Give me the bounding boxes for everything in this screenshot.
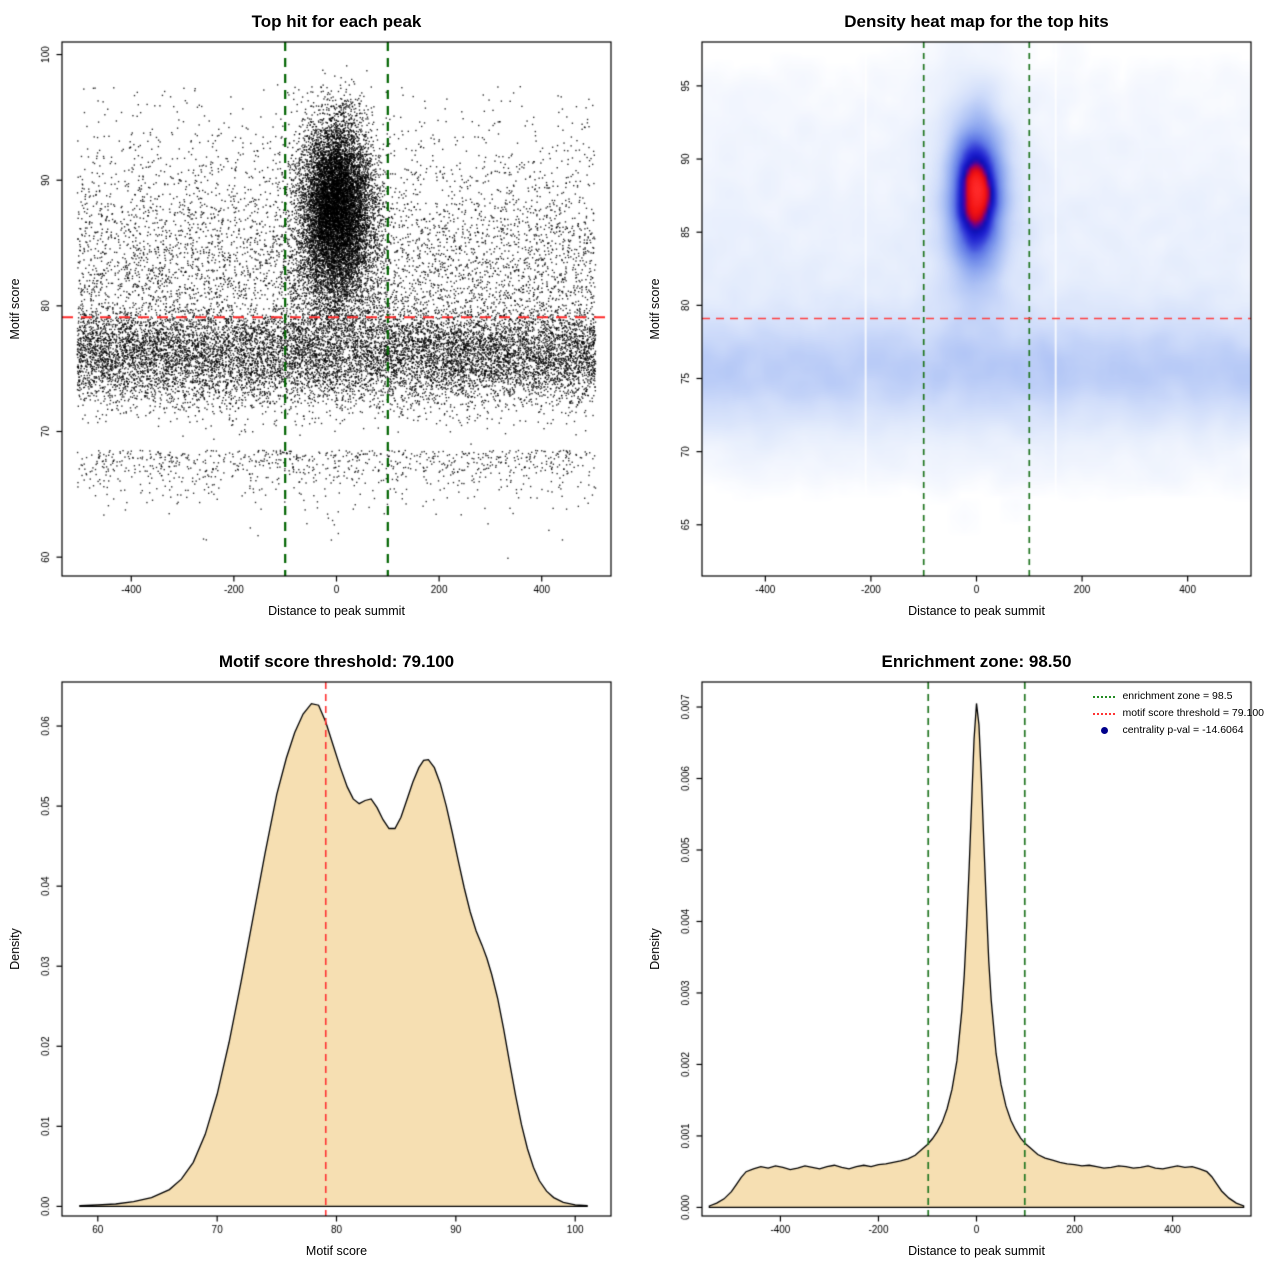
density-heatmap-plot [640, 0, 1280, 640]
panel-top-hit-scatter: Top hit for each peak Distance to peak s… [0, 0, 640, 640]
legend-label: centrality p-val = -14.6064 [1122, 724, 1244, 736]
blue-dot-icon [1100, 727, 1108, 734]
motif-score-density-plot [0, 640, 640, 1280]
enrichment-zone-density-plot [640, 640, 1280, 1280]
legend-item-motif-score-threshold: motif score threshold = 79.100 [1093, 707, 1264, 720]
panel-motif-score-density: Motif score threshold: 79.100 Motif scor… [0, 640, 640, 1280]
x-axis-label: Distance to peak summit [908, 1244, 1045, 1258]
chart-title: Density heat map for the top hits [844, 12, 1109, 31]
x-axis-label: Distance to peak summit [268, 604, 405, 618]
green-dotted-line-icon [1093, 695, 1116, 698]
legend-label: enrichment zone = 98.5 [1122, 690, 1233, 702]
y-axis-label: Density [8, 928, 22, 970]
x-axis-label: Motif score [305, 1244, 368, 1258]
plot-legend: enrichment zone = 98.5 motif score thres… [1093, 690, 1264, 741]
panel-enrichment-zone-density: Enrichment zone: 98.50 Distance to peak … [640, 640, 1280, 1280]
chart-title: Motif score threshold: 79.100 [218, 652, 455, 671]
y-axis-label: Motif score [648, 278, 662, 340]
x-axis-label: Distance to peak summit [908, 604, 1045, 618]
y-axis-label: Motif score [8, 278, 22, 340]
top-hit-scatter-plot [0, 0, 640, 640]
red-dotted-line-icon [1093, 712, 1116, 715]
legend-item-enrichment-zone: enrichment zone = 98.5 [1093, 690, 1264, 703]
legend-label: motif score threshold = 79.100 [1122, 707, 1264, 719]
y-axis-label: Density [648, 928, 662, 970]
panel-density-heatmap: Density heat map for the top hits Distan… [640, 0, 1280, 640]
chart-title: Top hit for each peak [251, 12, 422, 31]
legend-item-centrality-pval: centrality p-val = -14.6064 [1093, 724, 1264, 737]
chart-title: Enrichment zone: 98.50 [881, 652, 1072, 671]
